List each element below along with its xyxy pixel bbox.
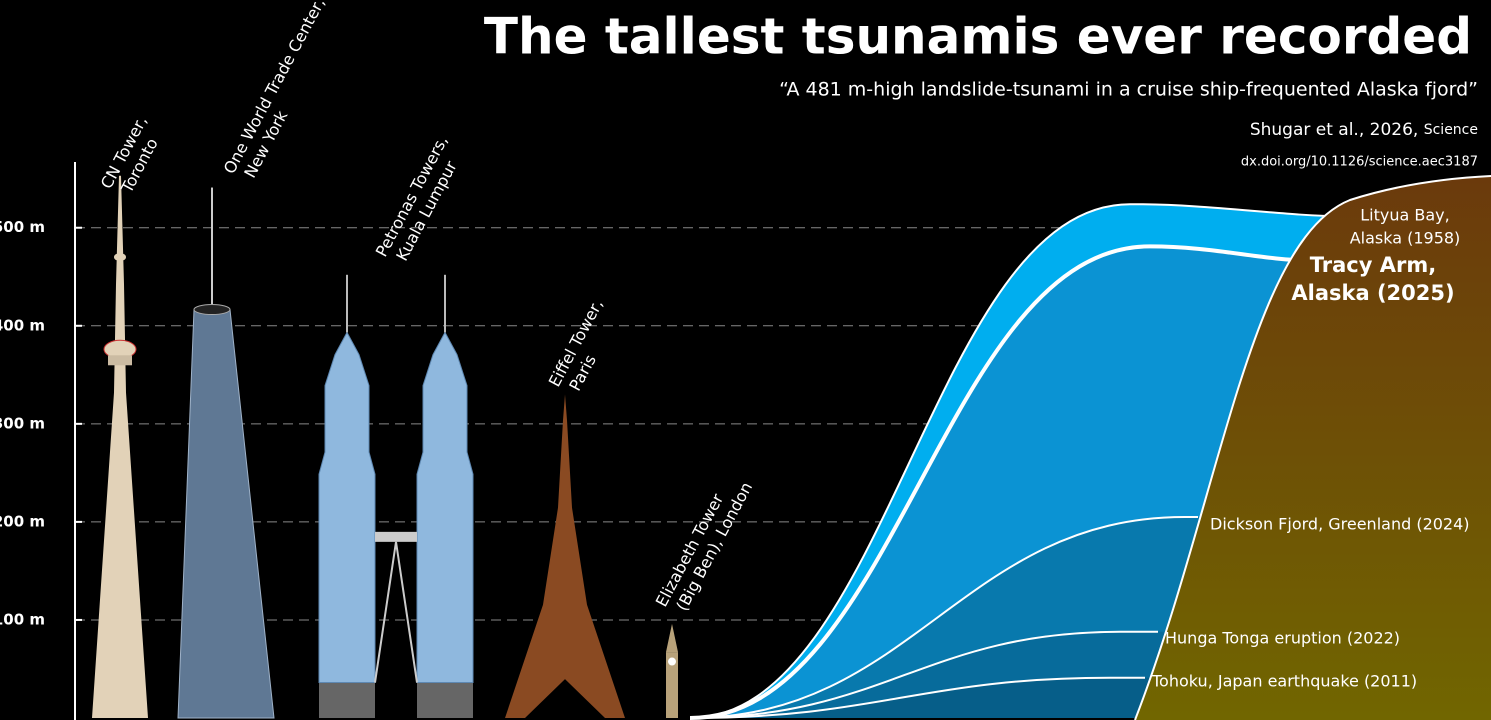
doi: dx.doi.org/10.1126/science.aec3187 (1241, 155, 1478, 170)
structure (505, 394, 625, 718)
land-edge (1134, 175, 1491, 720)
land (1135, 176, 1491, 720)
tower-pod-base (108, 355, 132, 366)
citation: Shugar et al., 2026, Science (1250, 120, 1478, 140)
tower-crown (193, 304, 231, 316)
skybridge (375, 531, 417, 542)
citation-journal: Science (1424, 122, 1478, 138)
structure (666, 623, 678, 718)
tower-roof (666, 623, 678, 653)
tsunami-crest (689, 203, 1346, 719)
tower-body (318, 331, 376, 684)
tower-deck (527, 659, 603, 666)
skybridge-legs (374, 541, 418, 683)
tsunami-label: Lityua Bay, (1360, 206, 1449, 225)
tower-body (416, 331, 474, 684)
y-tick-label: 200 m (0, 512, 45, 530)
tsunami-label: Alaska (2025) (1291, 281, 1454, 305)
tower-base (319, 682, 375, 718)
tsunami-label: Dickson Fjord, Greenland (2024) (1210, 515, 1470, 534)
tower-shaft (92, 175, 148, 719)
citation-authors: Shugar et al., 2026, (1250, 120, 1419, 140)
chart-title: The tallest tsunamis ever recorded (484, 8, 1472, 66)
tower-base (417, 682, 473, 718)
tsunami-label: Alaska (1958) (1350, 229, 1461, 248)
structure (318, 274, 474, 718)
tsunami-crest (689, 244, 1311, 720)
tower-pod-top (114, 253, 126, 262)
structure (177, 187, 275, 719)
structure (92, 175, 148, 719)
y-tick-label: 500 m (0, 218, 45, 236)
tower-deck (545, 601, 585, 607)
y-tick-label: 300 m (0, 414, 45, 432)
tower-body (666, 652, 678, 718)
grid (75, 227, 1110, 621)
tsunami-label: Tracy Arm, (1310, 253, 1436, 277)
subtitle: “A 481 m-high landslide-tsunami in a cru… (779, 79, 1478, 101)
y-tick-label: 100 m (0, 610, 45, 628)
tsunami-crest (689, 515, 1198, 719)
tsunami-label: Tohoku, Japan earthquake (2011) (1151, 672, 1417, 691)
tsunami-crest (689, 676, 1145, 719)
tower-body (505, 394, 625, 718)
tsunami-crest (689, 630, 1158, 719)
y-tick-label: 400 m (0, 316, 45, 334)
tsunami-label: Hunga Tonga eruption (2022) (1165, 629, 1400, 648)
tower-clock (668, 657, 676, 666)
buildings (92, 175, 678, 719)
